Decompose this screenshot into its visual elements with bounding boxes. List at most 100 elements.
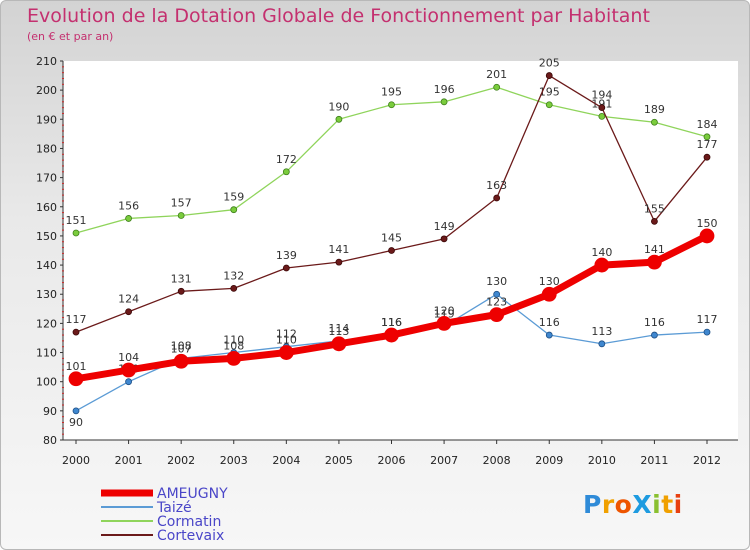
data-label-cormatin: 190 xyxy=(328,100,349,113)
x-tick-label: 2010 xyxy=(588,454,616,467)
y-minor-tick xyxy=(62,194,64,196)
x-tick-label: 2007 xyxy=(430,454,458,467)
y-minor-tick xyxy=(62,101,64,103)
y-tick-label: 210 xyxy=(36,55,57,68)
x-tick-label: 2008 xyxy=(483,454,511,467)
y-minor-tick xyxy=(62,77,64,79)
data-point-taiz xyxy=(598,340,606,348)
y-minor-tick xyxy=(62,142,64,144)
data-label-cortevaix: 177 xyxy=(697,138,718,151)
data-label-ameugny: 140 xyxy=(591,246,612,259)
proxiti-logo: ProXiti xyxy=(583,490,683,519)
data-point-cormatin xyxy=(598,112,606,120)
data-label-ameugny: 110 xyxy=(276,334,297,347)
data-point-cortevaix xyxy=(335,258,343,266)
y-minor-tick xyxy=(62,247,64,249)
y-minor-tick xyxy=(62,252,64,254)
y-minor-tick xyxy=(62,433,64,435)
y-minor-tick xyxy=(62,217,64,219)
x-tick-label: 2009 xyxy=(535,454,563,467)
legend-label-cormatin: Cormatin xyxy=(157,514,221,530)
data-point-cormatin xyxy=(72,229,80,237)
y-minor-tick xyxy=(62,124,64,126)
y-minor-tick xyxy=(62,83,64,85)
x-tick-label: 2006 xyxy=(378,454,406,467)
data-label-cortevaix: 132 xyxy=(223,269,244,282)
data-label-ameugny: 150 xyxy=(697,217,718,230)
x-tick-label: 2005 xyxy=(325,454,353,467)
chart-title: Evolution de la Dotation Globale de Fonc… xyxy=(27,5,650,27)
y-minor-tick xyxy=(62,375,64,377)
data-point-ameugny xyxy=(173,353,189,369)
data-label-cormatin: 156 xyxy=(118,199,139,212)
y-minor-tick xyxy=(62,328,64,330)
y-minor-tick xyxy=(62,340,64,342)
x-tick-label: 2002 xyxy=(167,454,195,467)
x-tick-label: 2011 xyxy=(640,454,668,467)
data-point-taiz xyxy=(703,328,711,336)
y-minor-tick xyxy=(62,422,64,424)
data-label-cortevaix: 205 xyxy=(539,57,560,70)
plot-area xyxy=(63,61,738,440)
y-minor-tick xyxy=(62,258,64,260)
data-label-cortevaix: 139 xyxy=(276,249,297,262)
y-minor-tick xyxy=(62,229,64,231)
data-point-ameugny xyxy=(331,336,347,352)
data-point-cormatin xyxy=(545,101,553,109)
data-point-cortevaix xyxy=(125,308,132,316)
y-minor-tick xyxy=(62,270,64,272)
data-label-cortevaix: 124 xyxy=(118,293,139,306)
y-tick-label: 200 xyxy=(36,84,57,97)
data-label-taiz: 116 xyxy=(644,316,665,329)
data-point-taiz xyxy=(125,378,132,386)
y-tick-label: 170 xyxy=(36,172,57,185)
y-tick-label: 100 xyxy=(36,376,57,389)
y-minor-tick xyxy=(62,416,64,418)
y-minor-tick xyxy=(62,159,64,161)
data-label-ameugny: 113 xyxy=(328,325,349,338)
legend-label-cortevaix: Cortevaix xyxy=(157,528,224,544)
y-minor-tick xyxy=(62,398,64,400)
y-minor-tick xyxy=(62,311,64,313)
data-point-cormatin xyxy=(125,215,132,222)
data-label-ameugny: 123 xyxy=(486,296,507,309)
data-point-ameugny xyxy=(647,254,662,270)
data-point-cortevaix xyxy=(440,235,448,243)
data-label-taiz: 130 xyxy=(486,275,507,288)
y-tick-label: 90 xyxy=(43,405,57,418)
y-tick-label: 190 xyxy=(36,113,57,126)
data-point-cortevaix xyxy=(493,194,501,202)
data-label-taiz: 90 xyxy=(69,416,83,429)
data-label-taiz: 110 xyxy=(223,334,244,347)
y-minor-tick xyxy=(62,427,64,429)
x-tick-label: 2012 xyxy=(693,454,721,467)
y-minor-tick xyxy=(62,334,64,336)
data-point-taiz xyxy=(493,290,501,298)
data-label-cormatin: 196 xyxy=(434,83,455,96)
y-minor-tick xyxy=(62,130,64,132)
data-label-cormatin: 195 xyxy=(381,86,402,99)
data-label-ameugny: 108 xyxy=(223,339,244,352)
data-point-cormatin xyxy=(335,115,343,123)
y-minor-tick xyxy=(62,346,64,348)
x-tick-label: 2000 xyxy=(62,454,90,467)
data-label-ameugny: 116 xyxy=(381,316,402,329)
y-minor-tick xyxy=(62,299,64,301)
y-minor-tick xyxy=(62,107,64,109)
data-point-ameugny xyxy=(278,345,294,360)
y-minor-tick xyxy=(62,223,64,225)
y-minor-tick xyxy=(62,363,64,365)
y-minor-tick xyxy=(62,241,64,243)
y-minor-tick xyxy=(62,287,64,289)
data-label-taiz: 114 xyxy=(328,322,349,335)
y-minor-tick xyxy=(62,136,64,138)
data-label-cortevaix: 163 xyxy=(486,179,507,192)
data-label-taiz: 116 xyxy=(539,316,560,329)
y-minor-tick xyxy=(62,112,64,114)
data-point-cormatin xyxy=(703,133,711,141)
data-point-ameugny xyxy=(226,350,242,366)
data-label-cortevaix: 149 xyxy=(434,220,455,233)
y-minor-tick xyxy=(62,212,64,214)
data-point-cortevaix xyxy=(230,284,238,292)
